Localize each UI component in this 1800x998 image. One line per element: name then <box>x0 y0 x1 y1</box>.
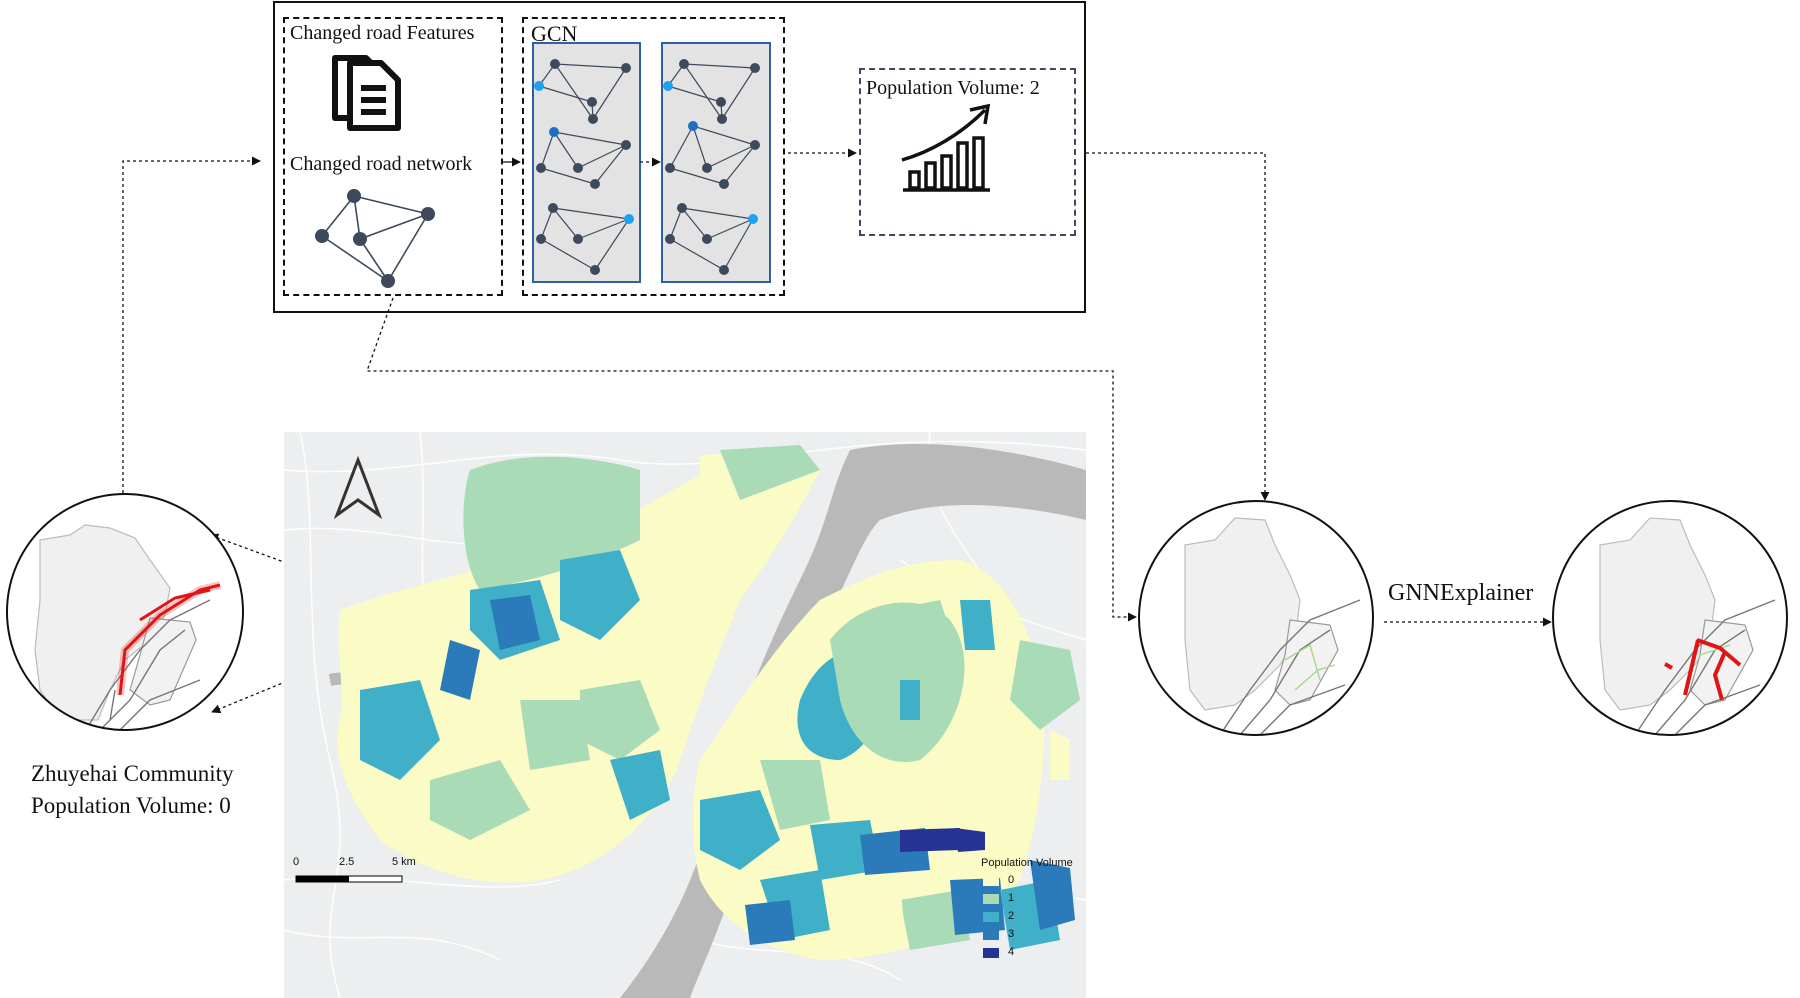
community-inset-circle <box>6 493 244 731</box>
explainer-label: GNNExplainer <box>1388 580 1534 606</box>
legend-label-1: 1 <box>1008 892 1015 904</box>
community-volume: Population Volume: 0 <box>31 793 231 818</box>
legend-label-2: 2 <box>1008 910 1015 922</box>
legend-label-3: 3 <box>1008 928 1015 940</box>
gcn-layer-2 <box>661 42 771 283</box>
road-network-graph <box>321 195 429 282</box>
changed-road-inset-circle <box>1138 500 1374 736</box>
document-icon <box>332 55 401 131</box>
pipeline-frame <box>273 1 1086 313</box>
gcn-title: GCN <box>531 21 578 46</box>
gcn-layer-2-nodes <box>663 59 760 275</box>
explained-road-2 <box>1696 638 1742 667</box>
output-panel <box>859 68 1076 236</box>
scale-tick-0: 0 <box>293 856 300 868</box>
legend-label-0: 0 <box>1008 874 1015 886</box>
input-panel <box>283 17 503 296</box>
gcn-layer-1-nodes <box>534 59 634 275</box>
population-map <box>283 431 1087 998</box>
network-title: Changed road network <box>290 153 473 175</box>
highlighted-road <box>118 583 221 696</box>
explained-road-1 <box>1683 639 1700 696</box>
gcn-layer-1-edges <box>538 63 630 271</box>
scale-tick-2: 5 km <box>392 856 416 868</box>
growth-chart-icon <box>901 103 991 192</box>
output-title: Population Volume: 2 <box>866 77 1040 99</box>
explanation-inset-circle <box>1552 500 1788 736</box>
road-network-nodes <box>315 189 435 288</box>
scale-tick-1: 2.5 <box>339 856 355 868</box>
gcn-layer-2-edges <box>667 63 756 271</box>
features-title: Changed road Features <box>290 22 475 44</box>
legend-title: Population Volume <box>981 857 1073 869</box>
explained-road-3 <box>1712 651 1727 701</box>
map-legend <box>983 876 999 958</box>
community-name: Zhuyehai Community <box>31 761 234 786</box>
gcn-panel <box>522 17 785 296</box>
north-arrow-icon <box>333 455 383 520</box>
gcn-layer-1 <box>532 42 641 283</box>
legend-label-4: 4 <box>1008 946 1015 958</box>
